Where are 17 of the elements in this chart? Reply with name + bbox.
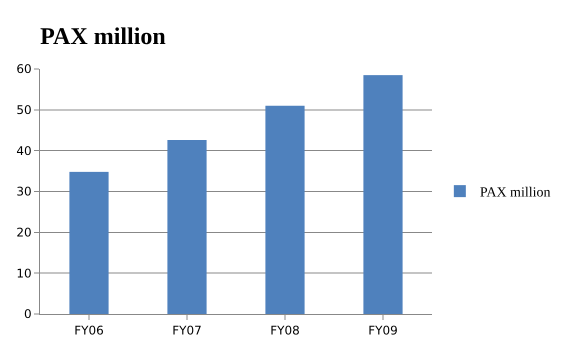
- bar: [69, 172, 109, 314]
- chart-title: PAX million: [40, 24, 166, 50]
- legend-label: PAX million: [480, 186, 551, 201]
- y-tick-label: 20: [16, 226, 32, 240]
- x-tick-label: FY07: [172, 323, 202, 338]
- x-tick-label: FY06: [74, 323, 104, 338]
- y-tick-label: 10: [16, 266, 32, 280]
- bar: [363, 75, 403, 314]
- y-tick-label: 50: [16, 103, 32, 118]
- x-tick-label: FY08: [270, 323, 300, 338]
- y-tick-label: 0: [24, 307, 32, 322]
- bar: [265, 106, 305, 314]
- y-tick-label: 40: [16, 144, 32, 158]
- y-tick-label: 60: [16, 62, 32, 76]
- y-tick-label: 30: [16, 184, 32, 199]
- bar: [167, 140, 207, 314]
- x-tick-label: FY09: [368, 323, 398, 338]
